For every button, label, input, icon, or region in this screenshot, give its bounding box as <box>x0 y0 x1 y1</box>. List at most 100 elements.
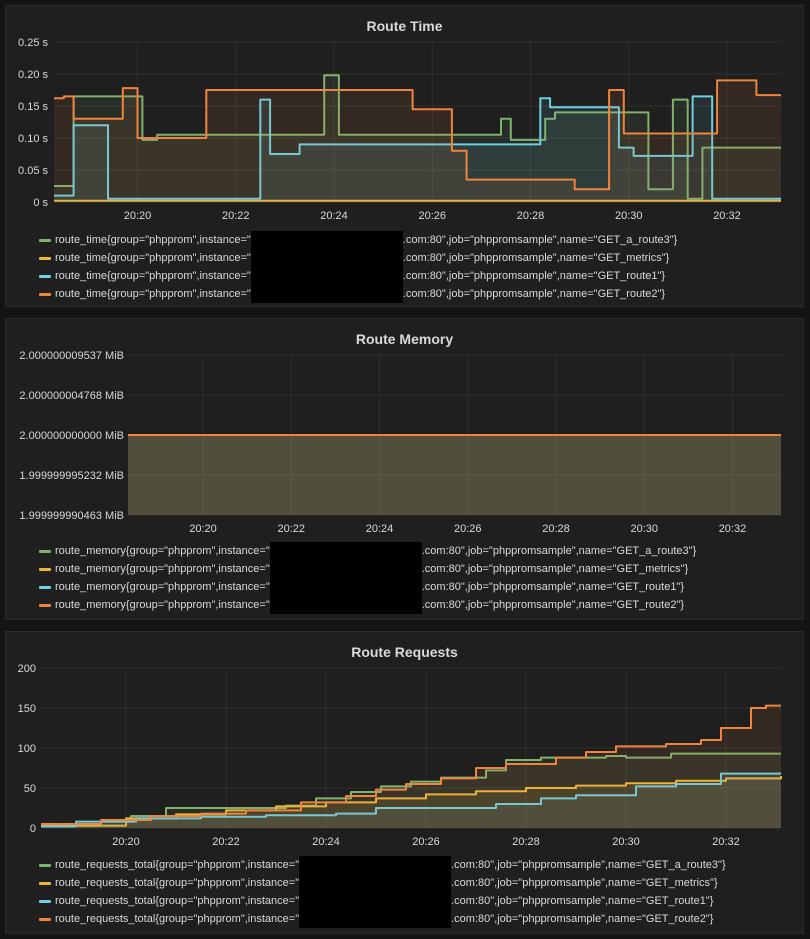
legend-label-prefix: route_time{group="phpprom",instance=" <box>55 252 251 264</box>
redacted-instance <box>299 892 452 910</box>
legend-label-suffix: .com:80",job="phppromsample",name="GET_m… <box>421 563 689 575</box>
legend-item[interactable]: route_requests_total{group="phpprom",ins… <box>39 856 726 874</box>
y-tick-label: 150 <box>18 703 36 715</box>
y-tick-label: 0.20 s <box>18 69 48 81</box>
y-tick-label: 2.000000009537 MiB <box>19 350 124 362</box>
legend-item[interactable]: route_time{group="phpprom",instance=" .co… <box>39 285 677 303</box>
legend-item[interactable]: route_requests_total{group="phpprom",ins… <box>39 874 726 892</box>
legend-label-prefix: route_requests_total{group="phpprom",ins… <box>55 895 300 907</box>
series-line[interactable] <box>54 74 781 200</box>
legend-item[interactable]: route_time{group="phpprom",instance=" .co… <box>39 231 677 249</box>
legend-label-suffix: .com:80",job="phppromsample",name="GET_m… <box>451 877 718 889</box>
redacted-instance <box>269 542 422 560</box>
legend-label-suffix: .com:80",job="phppromsample",name="GET_a… <box>451 859 726 871</box>
x-tick-label: 20:28 <box>512 836 540 848</box>
legend-label-prefix: route_memory{group="phpprom",instance=" <box>55 599 270 611</box>
legend-label-suffix: .com:80",job="phppromsample",name="GET_r… <box>421 599 685 611</box>
x-tick-label: 20:26 <box>412 836 440 848</box>
x-tick-label: 20:24 <box>320 210 348 222</box>
panel-title: Route Requests <box>351 644 458 660</box>
x-tick-label: 20:28 <box>517 210 545 222</box>
redacted-instance <box>250 249 403 267</box>
series-area <box>54 96 781 202</box>
legend-label-prefix: route_requests_total{group="phpprom",ins… <box>55 859 300 871</box>
route-time-chart: 0 s 0.05 s 0.10 s 0.15 s 0.20 s 0.25 s 20:20 20… <box>18 37 781 222</box>
x-tick-label: 20:28 <box>542 523 570 535</box>
legend-item[interactable]: route_requests_total{group="phpprom",ins… <box>39 892 726 910</box>
series-area <box>54 80 781 202</box>
route-requests-panel: Route Requests 0 50 100 150 200 20:20 20:22 20:… <box>5 631 804 934</box>
legend-label-prefix: route_time{group="phpprom",instance=" <box>55 270 251 282</box>
series-area <box>128 435 781 515</box>
y-tick-label: 0.25 s <box>18 37 48 49</box>
legend-item[interactable]: route_memory{group="phpprom",instance=".… <box>39 596 696 614</box>
redacted-instance <box>250 285 403 303</box>
legend-item[interactable]: route_memory{group="phpprom",instance=".… <box>39 560 696 578</box>
legend-label-prefix: route_memory{group="phpprom",instance=" <box>55 563 270 575</box>
series-line[interactable] <box>41 704 781 825</box>
legend-swatch <box>39 603 51 607</box>
y-tick-label: 0.05 s <box>18 165 48 177</box>
series-area <box>128 435 781 515</box>
redacted-instance <box>269 596 422 614</box>
x-tick-label: 20:22 <box>212 836 240 848</box>
legend: route_requests_total{group="phpprom",ins… <box>39 856 726 928</box>
x-tick-label: 20:30 <box>612 836 640 848</box>
legend-item[interactable]: route_time{group="phpprom",instance=" .co… <box>39 267 677 285</box>
legend-label-prefix: route_time{group="phpprom",instance=" <box>55 288 251 300</box>
y-tick-label: 0 s <box>33 197 48 209</box>
legend-label-suffix: .com:80",job="phppromsample",name="GET_a… <box>421 545 697 557</box>
legend-swatch <box>39 917 51 921</box>
legend-item[interactable]: route_memory{group="phpprom",instance=".… <box>39 578 696 596</box>
legend-label-prefix: route_requests_total{group="phpprom",ins… <box>55 913 300 925</box>
series-area <box>128 435 781 515</box>
x-tick-label: 20:30 <box>630 523 658 535</box>
x-tick-label: 20:32 <box>712 836 740 848</box>
legend-label-prefix: route_time{group="phpprom",instance=" <box>55 234 251 246</box>
redacted-instance <box>269 578 422 596</box>
series-area <box>54 75 781 202</box>
x-tick-label: 20:22 <box>222 210 250 222</box>
legend-item[interactable]: route_requests_total{group="phpprom",ins… <box>39 910 726 928</box>
y-tick-label: 1.999999990463 MiB <box>19 510 124 522</box>
redacted-instance <box>250 267 403 285</box>
x-tick-label: 20:26 <box>418 210 446 222</box>
redacted-instance <box>299 910 452 928</box>
series-area <box>128 435 781 515</box>
legend-swatch <box>39 899 51 903</box>
legend-swatch <box>39 256 51 260</box>
y-tick-label: 1.999999995232 MiB <box>19 470 124 482</box>
legend-swatch <box>39 567 51 571</box>
legend-swatch <box>39 238 51 242</box>
y-tick-label: 2.000000004768 MiB <box>19 390 124 402</box>
series-line[interactable] <box>54 95 781 200</box>
series-line[interactable] <box>41 772 781 828</box>
legend-label-suffix: .com:80",job="phppromsample",name="GET_r… <box>451 895 714 907</box>
x-tick-label: 20:30 <box>615 210 643 222</box>
legend-swatch <box>39 881 51 885</box>
y-tick-label: 100 <box>18 743 36 755</box>
y-tick-label: 0.10 s <box>18 133 48 145</box>
redacted-instance <box>250 231 403 249</box>
legend-label-suffix: .com:80",job="phppromsample",name="GET_r… <box>402 288 666 300</box>
x-tick-label: 20:22 <box>277 523 305 535</box>
y-tick-label: 200 <box>18 663 36 675</box>
legend-item[interactable]: route_time{group="phpprom",instance=" .co… <box>39 249 677 267</box>
redacted-instance <box>299 856 452 874</box>
x-tick-label: 20:24 <box>312 836 340 848</box>
x-tick-label: 20:32 <box>713 210 741 222</box>
legend-item[interactable]: route_memory{group="phpprom",instance=".… <box>39 542 696 560</box>
x-tick-label: 20:26 <box>454 523 482 535</box>
legend-label-suffix: .com:80",job="phppromsample",name="GET_r… <box>451 913 714 925</box>
legend-swatch <box>39 549 51 553</box>
y-tick-label: 0.15 s <box>18 101 48 113</box>
legend-label-suffix: .com:80",job="phppromsample",name="GET_a… <box>402 234 678 246</box>
x-tick-label: 20:20 <box>124 210 152 222</box>
x-tick-label: 20:32 <box>719 523 747 535</box>
legend: route_time{group="phpprom",instance=" .co… <box>39 231 677 303</box>
legend-swatch <box>39 863 51 867</box>
redacted-instance <box>269 560 422 578</box>
legend-label-prefix: route_memory{group="phpprom",instance=" <box>55 545 270 557</box>
legend-swatch <box>39 274 51 278</box>
series-line[interactable] <box>54 79 781 191</box>
